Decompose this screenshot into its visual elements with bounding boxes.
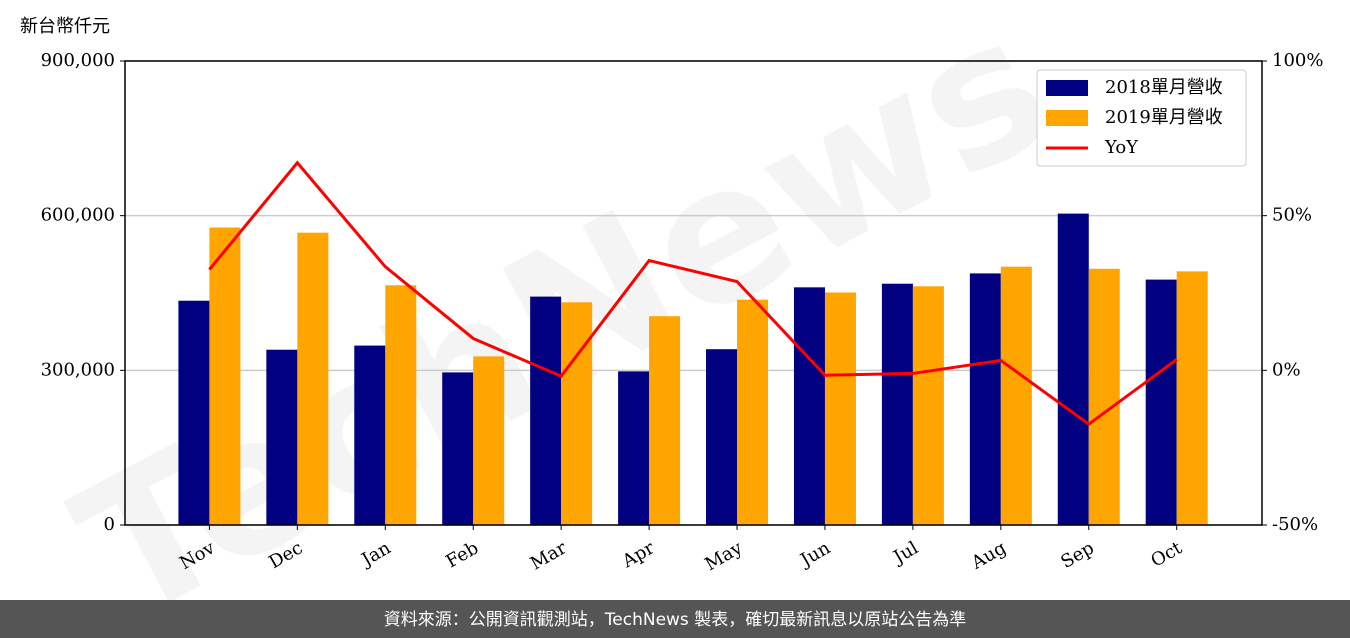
y-tick-label: 300,000	[41, 359, 115, 380]
y2-tick-label: 50%	[1272, 205, 1312, 226]
footer-bar	[0, 600, 1350, 638]
bar	[1145, 279, 1177, 525]
bar	[385, 285, 417, 525]
bar	[881, 283, 913, 525]
bar	[706, 349, 738, 525]
footer: 資料來源：公開資訊觀測站，TechNews 製表，確切最新訊息以原站公告為準	[384, 610, 966, 630]
bar	[561, 302, 593, 525]
bar	[473, 356, 505, 525]
bar	[442, 372, 474, 525]
bar	[969, 273, 1001, 525]
bar	[1088, 268, 1120, 525]
x-tick-label: May	[701, 537, 746, 575]
bar	[1000, 266, 1032, 525]
bar	[354, 345, 386, 525]
legend-swatch	[1046, 80, 1088, 96]
x-tick-label: Feb	[443, 537, 483, 572]
bar	[737, 299, 769, 525]
y2-tick-label: -50%	[1272, 514, 1318, 535]
y-axis-label: 新台幣仟元	[20, 16, 110, 37]
x-tick-label: Jun	[795, 537, 834, 572]
bar	[824, 292, 856, 525]
bar	[1176, 271, 1208, 525]
bar	[649, 316, 681, 525]
bar	[297, 232, 329, 525]
bar	[1057, 213, 1089, 526]
x-tick-label: Jul	[888, 537, 922, 569]
y2-tick-label: 100%	[1272, 50, 1323, 71]
bar	[530, 296, 562, 525]
bar	[912, 286, 944, 525]
y2-tick-label: 0%	[1272, 359, 1301, 380]
x-tick-label: Mar	[527, 537, 571, 574]
legend-label: 2019單月營收	[1105, 107, 1223, 128]
bar	[178, 300, 210, 525]
y-tick-label: 900,000	[41, 50, 115, 71]
x-tick-label: Apr	[618, 537, 658, 572]
legend-label: YoY	[1104, 137, 1139, 158]
bar	[209, 227, 241, 525]
legend-label: 2018單月營收	[1105, 77, 1223, 98]
y-tick-label: 0	[104, 514, 115, 535]
x-tick-label: Aug	[967, 537, 1010, 574]
bar	[618, 371, 650, 525]
plot-frame	[124, 60, 1263, 526]
legend-box	[1036, 69, 1247, 167]
x-tick-label: Oct	[1147, 537, 1186, 572]
line	[208, 160, 1178, 427]
legend-swatch	[1046, 110, 1088, 126]
bar	[793, 287, 825, 525]
y-tick-label: 600,000	[41, 205, 115, 226]
x-tick-label: Sep	[1057, 537, 1097, 572]
bar	[266, 349, 298, 525]
